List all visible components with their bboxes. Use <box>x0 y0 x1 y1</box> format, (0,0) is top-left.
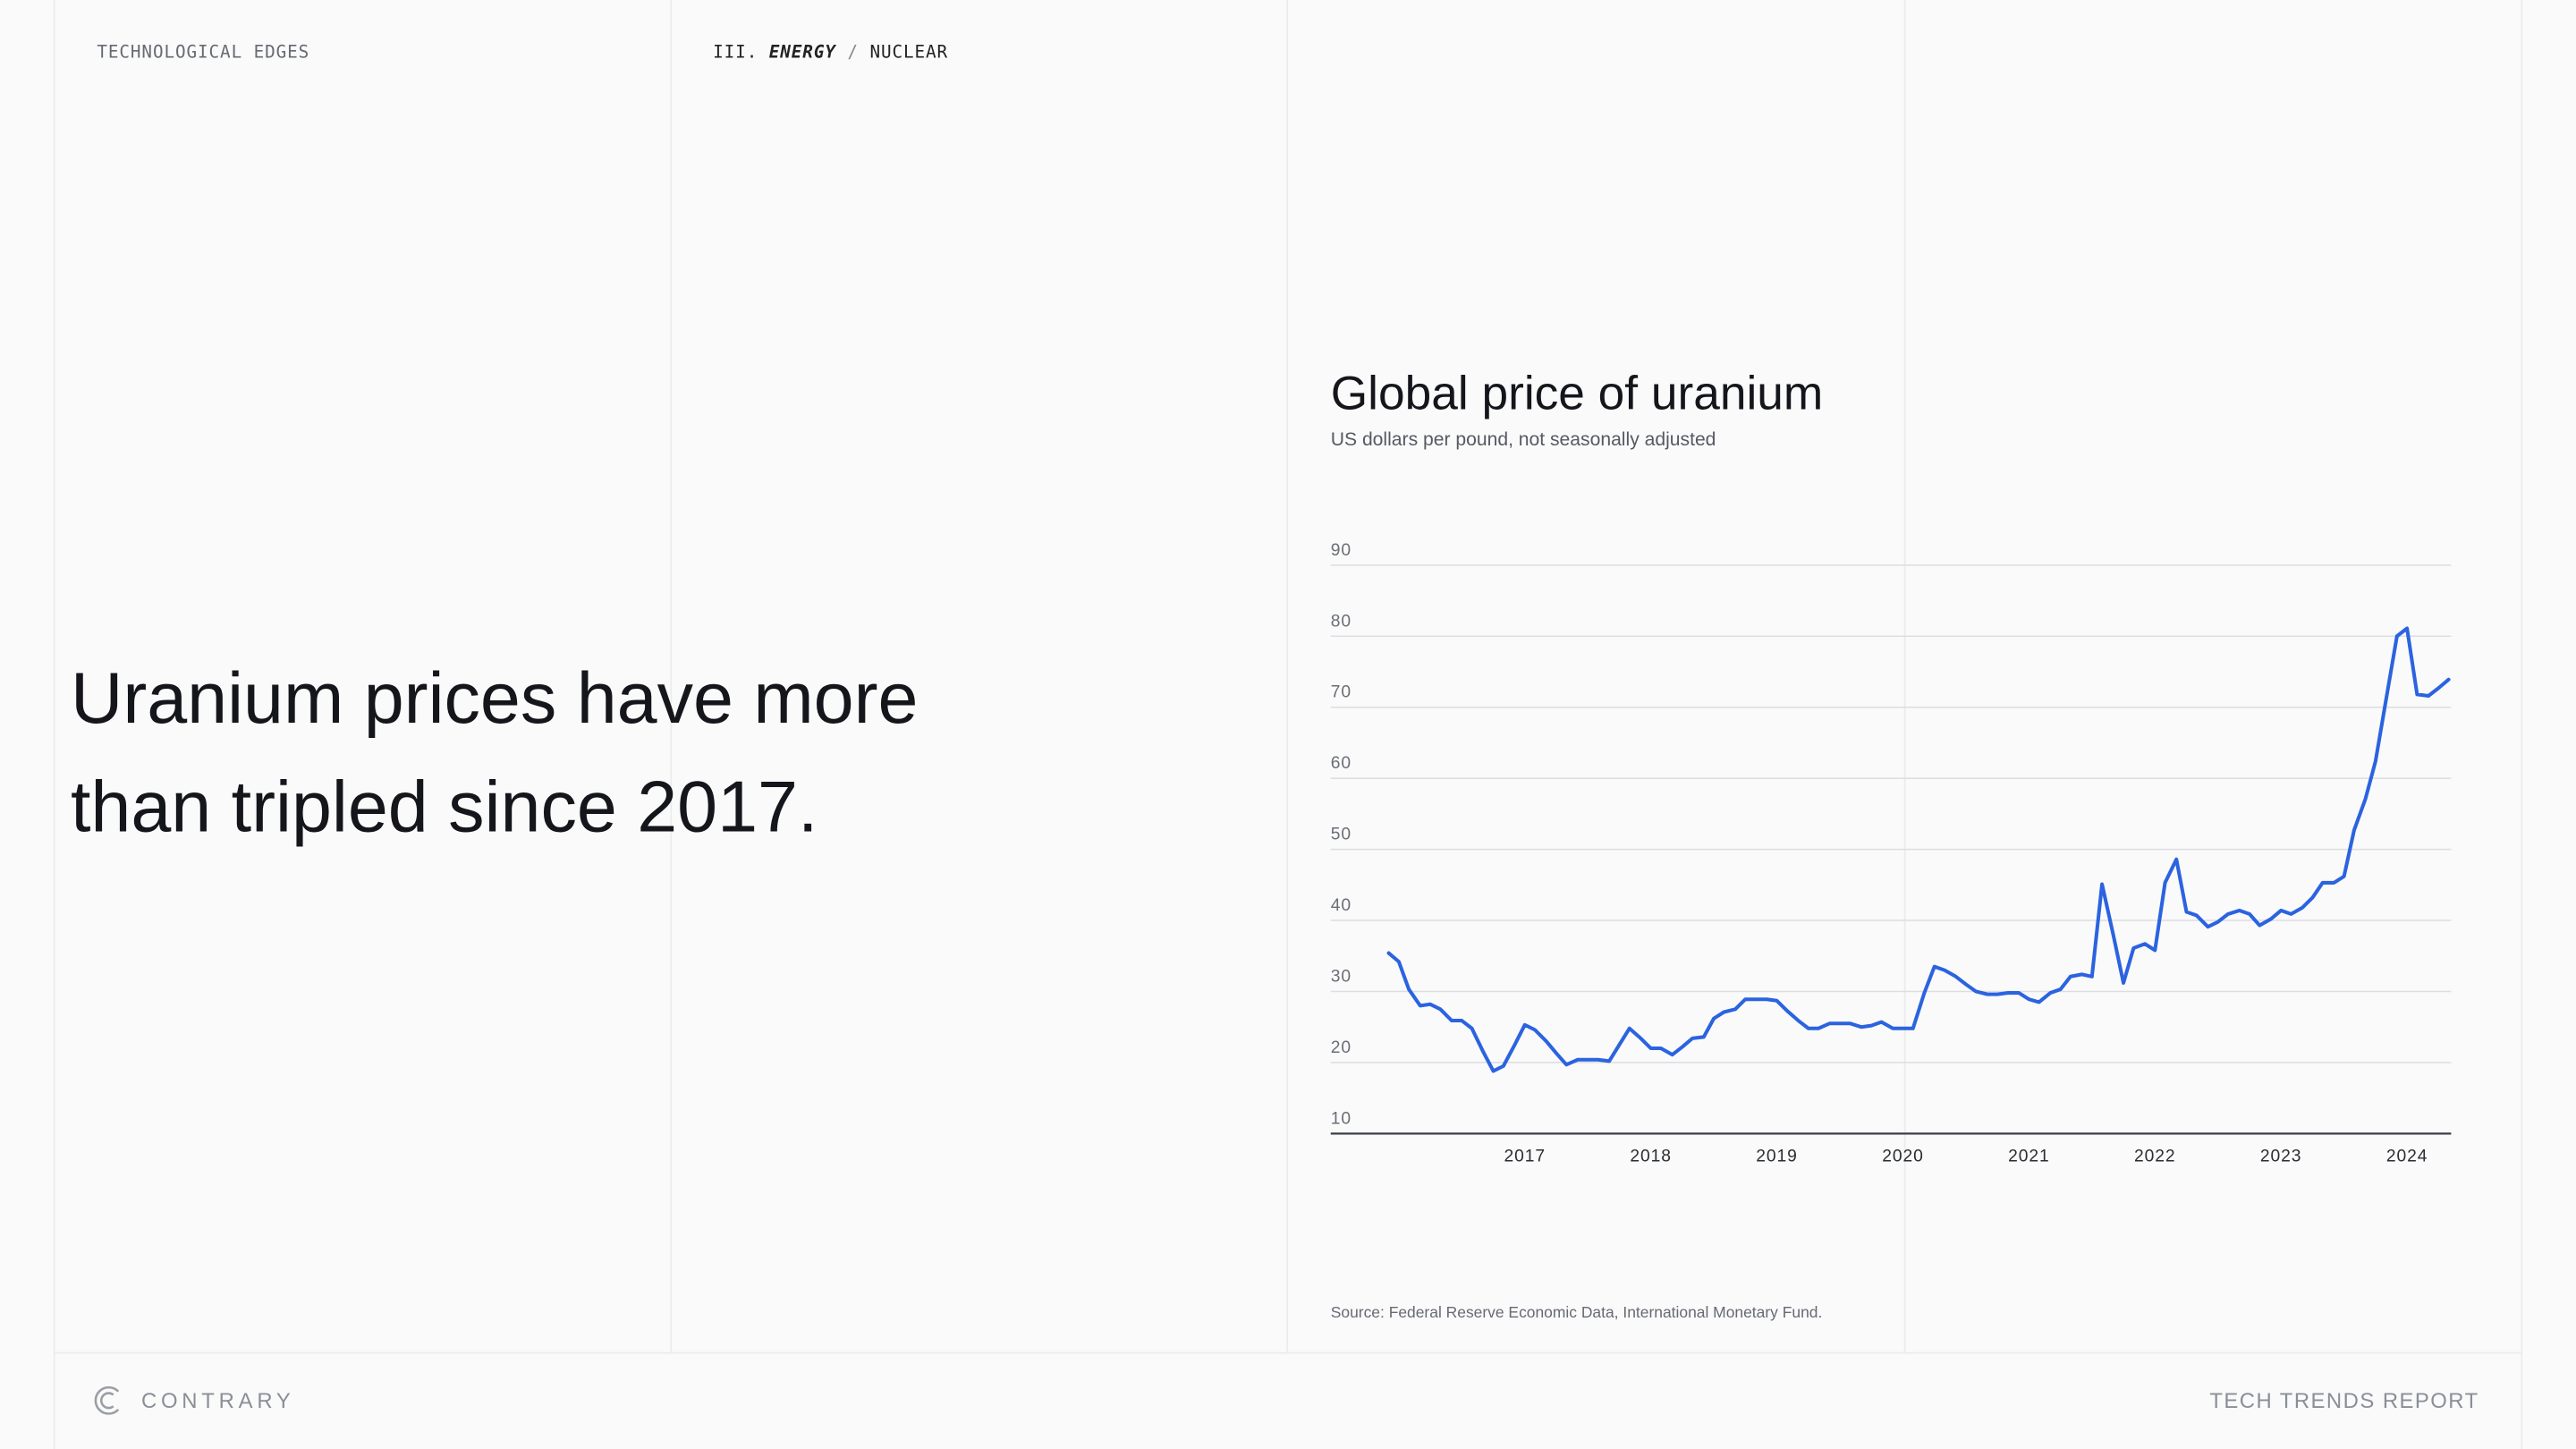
breadcrumb-part: III. <box>713 41 758 62</box>
section-label: TECHNOLOGICAL EDGES <box>97 41 309 62</box>
x-tick-label: 2024 <box>2386 1148 2428 1166</box>
y-tick-label: 60 <box>1331 754 1352 773</box>
x-tick-label: 2018 <box>1630 1148 1672 1166</box>
chart-title: Global price of uranium <box>1331 367 1824 419</box>
chart-source: Source: Federal Reserve Economic Data, I… <box>1331 1303 1823 1321</box>
x-tick-label: 2019 <box>1756 1148 1798 1166</box>
y-tick-label: 30 <box>1331 967 1352 986</box>
y-tick-label: 20 <box>1331 1038 1352 1057</box>
report-name: TECH TRENDS REPORT <box>2209 1389 2479 1413</box>
x-tick-label: 2021 <box>2008 1148 2050 1166</box>
y-tick-label: 10 <box>1331 1109 1352 1128</box>
y-tick-label: 90 <box>1331 541 1352 560</box>
chart-subtitle: US dollars per pound, not seasonally adj… <box>1331 429 1716 450</box>
breadcrumb: III. ENERGY / NUCLEAR <box>713 41 948 62</box>
breadcrumb-part: ENERGY <box>769 41 837 62</box>
layout-rules <box>53 0 2523 1449</box>
x-tick-label: 2020 <box>1882 1148 1924 1166</box>
brand-name: CONTRARY <box>141 1389 295 1413</box>
headline: Uranium prices have more <box>71 658 918 739</box>
y-tick-label: 80 <box>1331 612 1352 631</box>
x-tick-label: 2023 <box>2260 1148 2302 1166</box>
brand-logo <box>94 1385 120 1415</box>
y-tick-label: 70 <box>1331 683 1352 702</box>
x-tick-label: 2022 <box>2134 1148 2176 1166</box>
x-tick-label: 2017 <box>1504 1148 1546 1166</box>
headline: than tripled since 2017. <box>71 767 818 847</box>
y-tick-label: 40 <box>1331 896 1352 915</box>
y-tick-label: 50 <box>1331 826 1352 844</box>
breadcrumb-part: / <box>847 41 859 62</box>
chart: 10 20 30 40 50 60 70 80 90 2017 2018 2019 2020 2021 20… <box>1330 541 2452 1166</box>
breadcrumb-part: NUCLEAR <box>869 41 948 62</box>
price-line <box>1386 626 2451 1073</box>
